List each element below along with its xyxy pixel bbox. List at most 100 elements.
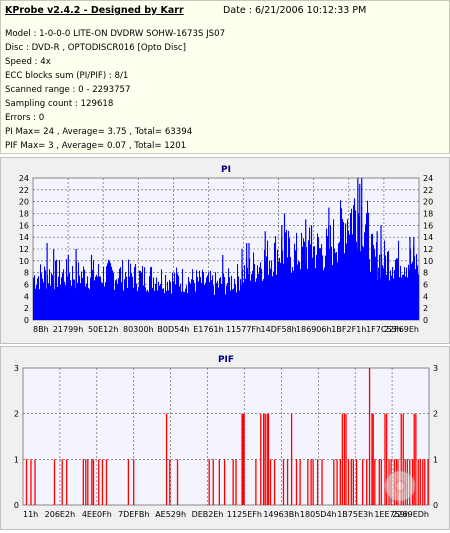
pi-bar	[171, 293, 173, 320]
pi-bar	[315, 268, 317, 320]
pi-ytick-right: 14	[423, 233, 433, 242]
pi-bar	[286, 229, 288, 320]
pi-bar	[228, 268, 230, 320]
pi-bar	[173, 281, 175, 320]
pi-bar	[319, 248, 321, 320]
pi-bar	[72, 266, 74, 320]
pif-xtick-label: 1805D4h	[300, 510, 337, 519]
pi-bar	[365, 224, 367, 320]
pi-bar	[147, 289, 149, 320]
pi-bar	[296, 232, 298, 320]
pi-ytick-left: 2	[24, 304, 29, 313]
pif-chart: PIF 0 0 1 1 2 2 3 3 11h 206E2h 4EE0Fh 7DEFBh AE529h DE…	[14, 355, 438, 519]
pif-series	[25, 368, 429, 505]
pif-xtick-label: 206E2h	[45, 510, 75, 519]
pi-bar	[370, 271, 372, 320]
pi-bar	[331, 246, 333, 320]
pi-ytick-left: 6	[24, 281, 29, 290]
pi-bar	[80, 283, 82, 320]
pi-bar	[237, 263, 239, 320]
pif-bar	[212, 459, 214, 505]
pi-bar	[312, 257, 314, 320]
pi-bar	[395, 259, 397, 320]
pi-bar	[40, 264, 42, 320]
app-title: KProbe v2.4.2 - Designed by Karr	[5, 5, 184, 16]
pi-bar	[360, 251, 362, 320]
pif-bar	[242, 413, 244, 505]
pi-ytick-right: 24	[423, 174, 433, 183]
pi-bar	[405, 276, 407, 320]
pi-bar	[401, 277, 403, 320]
pi-bar	[92, 270, 94, 320]
pif-bar	[266, 413, 268, 505]
pi-bar	[134, 267, 136, 320]
pi-bar	[59, 260, 61, 320]
pi-ytick-right: 8	[423, 269, 428, 278]
pi-peak-bar	[281, 225, 283, 320]
pi-bar	[372, 233, 374, 320]
pi-bar	[74, 279, 76, 320]
pi-bar	[417, 265, 419, 320]
pi-bar	[344, 253, 346, 320]
pi-bar	[127, 288, 129, 320]
pif-bar	[422, 459, 424, 505]
pif-bar	[61, 459, 63, 505]
pi-bar	[277, 249, 279, 320]
pif-bar	[307, 459, 309, 505]
pi-bar	[270, 268, 272, 320]
pi-bar	[42, 278, 44, 320]
pi-bar	[54, 289, 56, 320]
disc-info-panel: KProbe v2.4.2 - Designed by Karr Date : …	[0, 0, 450, 154]
pi-bar	[353, 205, 355, 320]
pi-bar	[343, 221, 345, 320]
pi-bar	[105, 282, 107, 320]
pi-xtick-label: B0D54h	[157, 325, 189, 334]
pif-bar	[82, 459, 84, 505]
pi-bar	[138, 287, 140, 320]
pi-bar	[77, 283, 79, 320]
pi-bar	[51, 272, 53, 320]
pi-bar	[253, 252, 255, 320]
pi-bar	[190, 283, 192, 320]
pi-bar	[321, 244, 323, 320]
pif-ytick-left: 3	[14, 364, 19, 373]
pi-bar	[292, 267, 294, 320]
pi-bar	[70, 280, 72, 320]
pi-bar	[157, 290, 159, 320]
pi-peak-bar	[409, 237, 411, 320]
pi-bar	[148, 291, 150, 320]
pi-bar	[165, 275, 167, 320]
pif-bar	[345, 413, 347, 505]
pi-bar	[49, 269, 51, 320]
pi-bar	[50, 285, 52, 320]
pi-bar	[327, 235, 329, 320]
pi-bar	[97, 276, 99, 320]
pif-bar	[310, 459, 312, 505]
pi-bar	[293, 270, 295, 320]
pi-bar	[407, 277, 409, 320]
pi-bar	[204, 284, 206, 320]
pi-ytick-right: 16	[423, 221, 433, 230]
pi-bar	[62, 273, 64, 320]
pif-ytick-right: 0	[433, 501, 438, 510]
pi-bar	[382, 265, 384, 320]
pi-bar	[184, 292, 186, 320]
pi-xtick-label: 14DF58h	[261, 325, 297, 334]
pi-bar	[198, 281, 200, 320]
pi-bar	[290, 257, 292, 320]
pi-bar	[276, 274, 278, 320]
pi-bar	[161, 269, 163, 320]
pif-bar	[316, 459, 319, 505]
pif-bar	[66, 459, 68, 505]
pi-bar	[115, 280, 117, 320]
pi-bar	[346, 243, 348, 320]
pi-bar	[297, 264, 299, 320]
pi-bar	[199, 270, 201, 320]
pi-bar	[269, 261, 271, 320]
pi-bar	[121, 282, 123, 320]
pi-ytick-right: 10	[423, 257, 433, 266]
pi-bar	[152, 287, 154, 320]
pi-bar	[303, 238, 305, 320]
pif-bar	[371, 413, 373, 505]
pi-bar	[307, 268, 309, 320]
